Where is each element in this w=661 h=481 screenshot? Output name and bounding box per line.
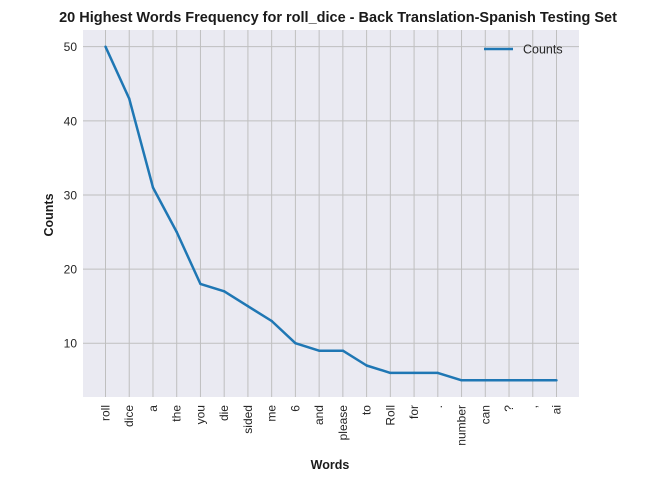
- y-tick-label: 50: [64, 40, 78, 54]
- x-tick-label: you: [193, 405, 207, 424]
- data-point: [151, 186, 155, 189]
- x-axis-label: Words: [311, 458, 350, 472]
- y-axis-ticks: 10 20 30 40 50: [64, 40, 78, 351]
- data-point: [222, 290, 226, 293]
- x-tick-label: a: [146, 405, 160, 412]
- data-point: [294, 342, 297, 345]
- x-tick-label: ?: [502, 405, 516, 412]
- series-group: [104, 45, 558, 382]
- data-point: [484, 379, 487, 382]
- data-point: [531, 379, 534, 382]
- x-tick-label: sided: [241, 405, 255, 434]
- data-point: [128, 97, 131, 100]
- data-point: [270, 319, 273, 323]
- data-point: [365, 364, 368, 367]
- x-tick-label: please: [336, 405, 350, 441]
- x-tick-label: to: [360, 405, 374, 415]
- x-tick-label: roll: [99, 405, 113, 421]
- data-point: [341, 349, 345, 352]
- legend: Counts: [484, 43, 563, 57]
- x-axis-ticks: roll dice a the you die sided me 6 and please to Rol…: [99, 405, 564, 446]
- legend-label-counts: Counts: [523, 43, 563, 57]
- x-tick-label: and: [312, 405, 326, 425]
- data-point: [317, 349, 321, 352]
- data-point: [555, 379, 558, 382]
- x-tick-label: .: [431, 405, 445, 408]
- data-point: [507, 379, 511, 382]
- x-tick-label: can: [478, 405, 492, 424]
- y-tick-label: 20: [64, 263, 78, 277]
- data-point: [199, 282, 202, 286]
- x-tick-label: ai: [550, 405, 564, 414]
- y-tick-label: 40: [64, 114, 78, 128]
- x-tick-label: the: [170, 405, 184, 422]
- data-point: [389, 371, 392, 375]
- x-tick-label: die: [217, 405, 231, 421]
- x-tick-label: for: [407, 405, 421, 419]
- data-point: [412, 371, 416, 375]
- y-tick-label: 10: [64, 337, 78, 351]
- y-tick-label: 30: [64, 188, 78, 202]
- series-line-counts: [104, 46, 557, 382]
- y-axis-label: Counts: [42, 193, 56, 236]
- data-point: [175, 230, 178, 234]
- x-tick-label: Roll: [383, 405, 397, 426]
- plot-area: [83, 30, 579, 397]
- chart-title: 20 Highest Words Frequency for roll_dice…: [59, 10, 617, 26]
- data-point: [104, 45, 107, 48]
- x-tick-label: me: [265, 405, 279, 422]
- data-point: [460, 379, 463, 382]
- data-point: [436, 371, 440, 375]
- grid-lines: [83, 30, 579, 397]
- data-point: [246, 304, 250, 308]
- x-tick-label: dice: [122, 405, 136, 427]
- x-tick-label: 6: [288, 405, 302, 412]
- x-tick-label: ,: [526, 405, 540, 408]
- x-tick-label: number: [455, 405, 469, 446]
